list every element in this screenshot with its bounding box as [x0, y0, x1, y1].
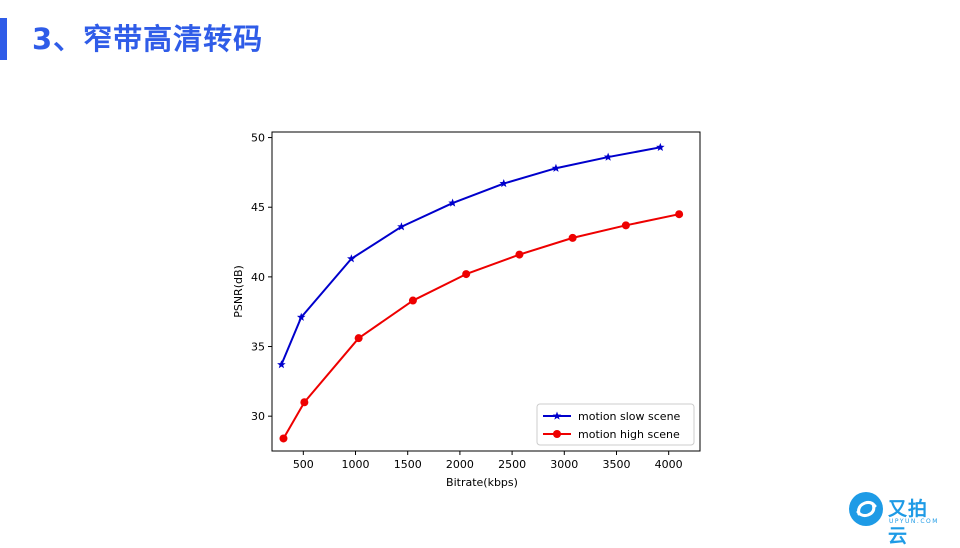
x-axis-label: Bitrate(kbps): [446, 476, 518, 489]
y-tick-label: 35: [251, 341, 265, 354]
x-tick-label: 1000: [342, 458, 370, 471]
y-axis-label: PSNR(dB): [232, 265, 245, 318]
title-accent-bar: [0, 18, 7, 60]
y-tick-label: 30: [251, 410, 265, 423]
logo-subtext: UPYUN.COM: [889, 518, 939, 525]
data-point-circle: [408, 296, 417, 305]
data-point-star: [551, 163, 561, 172]
x-tick-label: 1500: [394, 458, 422, 471]
x-tick-label: 500: [293, 458, 314, 471]
upyun-logo: 又拍云 UPYUN.COM: [846, 489, 946, 547]
x-tick-label: 2500: [498, 458, 526, 471]
y-tick-label: 50: [251, 132, 265, 145]
upyun-cloud-icon: [849, 492, 883, 526]
data-point-circle: [621, 221, 630, 230]
data-point-star: [603, 152, 613, 161]
data-point-circle: [354, 334, 363, 343]
x-tick-label: 3500: [602, 458, 630, 471]
x-tick-label: 3000: [550, 458, 578, 471]
plot-area: [271, 131, 701, 452]
data-point-circle: [279, 434, 288, 443]
data-point-star: [448, 198, 457, 207]
data-point-star: [397, 222, 406, 231]
legend-marker-circle: [553, 430, 561, 438]
data-point-star: [296, 312, 306, 321]
slide-title: 3、窄带高清转码: [32, 22, 264, 56]
legend-label: motion slow scene: [578, 410, 681, 423]
legend-label: motion high scene: [578, 428, 680, 441]
data-point-star: [499, 179, 509, 188]
data-point-circle: [515, 250, 524, 259]
data-point-star: [656, 142, 665, 151]
data-point-circle: [462, 270, 471, 279]
y-tick-label: 40: [251, 271, 265, 284]
data-point-star: [277, 360, 286, 369]
x-tick-label: 2000: [446, 458, 474, 471]
data-point-star: [347, 254, 356, 263]
data-point-circle: [675, 210, 684, 219]
legend-box: [536, 403, 695, 446]
data-point-circle: [300, 398, 309, 407]
legend-marker-star: [552, 411, 562, 420]
y-tick-label: 45: [251, 201, 265, 214]
x-tick-label: 4000: [655, 458, 683, 471]
data-point-circle: [568, 233, 577, 242]
